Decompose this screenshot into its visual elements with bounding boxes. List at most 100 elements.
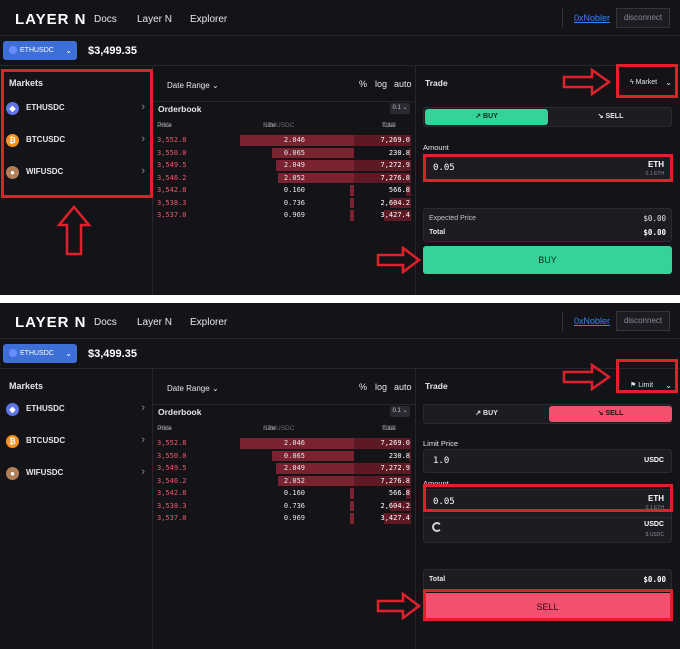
limit-price-label: Limit Price bbox=[423, 439, 459, 448]
nav-layer-n[interactable]: Layer N bbox=[137, 14, 173, 25]
buy-tab[interactable]: ↗ BUY bbox=[425, 109, 548, 125]
orderbook-total: 3,427.4 bbox=[380, 211, 410, 219]
orderbook-row[interactable]: 3,546.2 2.052 7,276.8 bbox=[153, 475, 416, 488]
orderbook-row[interactable]: 3,549.5 2.049 7,272.9 bbox=[153, 462, 416, 475]
orderbook-row[interactable]: 3,550.0 0.065 230.8 bbox=[153, 450, 416, 463]
nav-docs[interactable]: Docs bbox=[94, 317, 117, 328]
market-item-ethusdc[interactable]: ◆ ETHUSDC › bbox=[0, 99, 153, 119]
market-item-btcusdc[interactable]: ₿ BTCUSDC › bbox=[0, 131, 153, 151]
orderbook-total: 7,269.0 bbox=[380, 439, 410, 447]
disconnect-button[interactable]: disconnect bbox=[616, 311, 670, 331]
orderbook-total-depth-bar bbox=[406, 185, 411, 196]
sell-tab[interactable]: ↘ SELL bbox=[549, 109, 672, 125]
orderbook-row[interactable]: 3,550.0 0.065 230.8 bbox=[153, 147, 416, 160]
annotation-arrow-up-icon bbox=[56, 205, 92, 256]
orderbook-size: 0.969 bbox=[283, 211, 305, 219]
nav-layer-n[interactable]: Layer N bbox=[137, 317, 173, 328]
expected-price-label: Expected Price bbox=[429, 215, 477, 222]
amount-field[interactable]: 0.05 ETH 0.1 ETH USDC $ USDC bbox=[423, 489, 672, 543]
orderbook-row[interactable]: 3,538.3 0.736 2,604.2 bbox=[153, 500, 416, 513]
log-scale-toggle[interactable]: log bbox=[375, 382, 388, 392]
amount-sub: 0.1 ETH bbox=[645, 505, 664, 511]
buy-tab[interactable]: ↗ BUY bbox=[425, 406, 548, 422]
nav-explorer[interactable]: Explorer bbox=[190, 317, 228, 328]
market-item-wifusdc[interactable]: ● WIFUSDC › bbox=[0, 163, 153, 183]
limit-price-field[interactable]: 1.0 USDC bbox=[423, 449, 672, 473]
annotation-highlight-amount bbox=[423, 484, 673, 512]
orderbook-step-select[interactable]: 0.1 ⌄ bbox=[390, 103, 410, 114]
orderbook-price: 3,552.8 bbox=[157, 136, 187, 144]
limit-price-value: 1.0 bbox=[433, 456, 450, 466]
chart-orderbook-panel: Date Range ⌄ % log auto Orderbook 0.1 ⌄ … bbox=[153, 369, 416, 649]
orderbook-size: 0.736 bbox=[283, 198, 305, 207]
auto-scale-toggle[interactable]: auto bbox=[394, 79, 412, 89]
layer-n-logo[interactable]: LAYER N bbox=[15, 11, 87, 28]
orderbook-total: 7,269.0 bbox=[380, 136, 410, 144]
orderbook-row[interactable]: 3,546.2 2.052 7,276.8 bbox=[153, 172, 416, 185]
market-item-ethusdc[interactable]: ◆ ETHUSDC › bbox=[0, 400, 153, 420]
orderbook-row[interactable]: 3,542.8 0.160 566.8 bbox=[153, 184, 416, 197]
pair-selector[interactable]: ETHUSDC ⌄ bbox=[3, 41, 77, 60]
nav-explorer[interactable]: Explorer bbox=[190, 14, 228, 25]
orderbook-row[interactable]: 3,552.8 2.046 7,269.0 bbox=[153, 134, 416, 147]
disconnect-button[interactable]: disconnect bbox=[616, 8, 670, 28]
orderbook-price: 3,550.0 bbox=[157, 148, 187, 157]
orderbook-step-select[interactable]: 0.1 ⌄ bbox=[390, 406, 410, 417]
limit-price-unit: USDC bbox=[644, 457, 664, 464]
annotation-arrow-right-icon bbox=[376, 592, 422, 620]
chevron-right-icon: › bbox=[141, 466, 145, 478]
market-item-wifusdc[interactable]: ● WIFUSDC › bbox=[0, 464, 153, 484]
market-item-btcusdc[interactable]: ₿ BTCUSDC › bbox=[0, 432, 153, 452]
amount-label: Amount bbox=[423, 143, 449, 152]
sell-button[interactable]: SELL bbox=[423, 593, 672, 621]
orderbook-total: 566.8 bbox=[388, 489, 410, 497]
annotation-arrow-right-icon bbox=[562, 68, 612, 96]
buy-button[interactable]: BUY bbox=[423, 246, 672, 274]
usdc-amount-row[interactable]: USDC $ USDC bbox=[424, 517, 671, 543]
order-type-dropdown[interactable]: ⚑ Limit ⌄ bbox=[622, 375, 676, 397]
orderbook-price: 3,546.2 bbox=[157, 173, 187, 182]
orderbook-row[interactable]: 3,538.3 0.736 2,604.2 bbox=[153, 197, 416, 210]
buy-tab-label: BUY bbox=[483, 113, 498, 120]
orderbook-row[interactable]: 3,537.0 0.969 3,427.4 bbox=[153, 209, 416, 222]
chevron-right-icon: › bbox=[141, 434, 145, 446]
orderbook-size-depth-bar bbox=[350, 488, 354, 499]
annotation-arrow-right-icon bbox=[562, 363, 612, 391]
log-scale-toggle[interactable]: log bbox=[375, 79, 388, 89]
orderbook-price: 3,537.0 bbox=[157, 211, 187, 219]
pair-selector-label: ETHUSDC bbox=[20, 47, 54, 54]
date-range-dropdown[interactable]: Date Range ⌄ bbox=[167, 81, 219, 90]
orderbook-row[interactable]: 3,549.5 2.049 7,272.9 bbox=[153, 159, 416, 172]
chevron-right-icon: › bbox=[141, 402, 145, 414]
wallet-address-link[interactable]: 0xNobler bbox=[562, 311, 610, 331]
date-range-dropdown[interactable]: Date Range ⌄ bbox=[167, 384, 219, 393]
chevron-right-icon: › bbox=[141, 133, 145, 145]
percent-scale-toggle[interactable]: % bbox=[359, 79, 368, 89]
market-label: BTCUSDC bbox=[26, 135, 66, 144]
bitcoin-icon: ₿ bbox=[6, 435, 19, 448]
orderbook-size-depth-bar bbox=[276, 160, 354, 171]
wallet-address-link[interactable]: 0xNobler bbox=[562, 8, 610, 28]
header-total-unit: USD bbox=[382, 425, 396, 432]
nav-docs[interactable]: Docs bbox=[94, 14, 117, 25]
bitcoin-icon: ₿ bbox=[6, 134, 19, 147]
orderbook-row[interactable]: 3,542.8 0.160 566.8 bbox=[153, 487, 416, 500]
pair-selector[interactable]: ETHUSDC ⌄ bbox=[3, 344, 77, 363]
orderbook-total-depth-bar bbox=[354, 475, 411, 486]
percent-scale-toggle[interactable]: % bbox=[359, 382, 368, 392]
sell-tab[interactable]: ↘ SELL bbox=[549, 406, 672, 422]
auto-scale-toggle[interactable]: auto bbox=[394, 382, 412, 392]
orderbook-price: 3,542.8 bbox=[157, 186, 187, 194]
order-type-dropdown[interactable]: ϟ Market ⌄ bbox=[622, 72, 676, 94]
orderbook-row[interactable]: 3,537.0 0.969 3,427.4 bbox=[153, 512, 416, 525]
orderbook-total: 7,276.8 bbox=[380, 173, 410, 182]
orderbook-size-depth-bar bbox=[240, 438, 354, 449]
orderbook-price: 3,552.8 bbox=[157, 439, 187, 447]
total-value: $0.00 bbox=[643, 228, 666, 237]
amount-label: Amount bbox=[423, 479, 449, 488]
orderbook-total-depth-bar bbox=[354, 160, 411, 171]
layer-n-logo[interactable]: LAYER N bbox=[15, 314, 87, 331]
orderbook-total-depth-bar bbox=[354, 135, 411, 146]
orderbook-row[interactable]: 3,552.8 2.046 7,269.0 bbox=[153, 437, 416, 450]
orderbook-rows: 3,552.8 2.046 7,269.0 3,550.0 0.065 230.8 3,54… bbox=[153, 134, 416, 222]
